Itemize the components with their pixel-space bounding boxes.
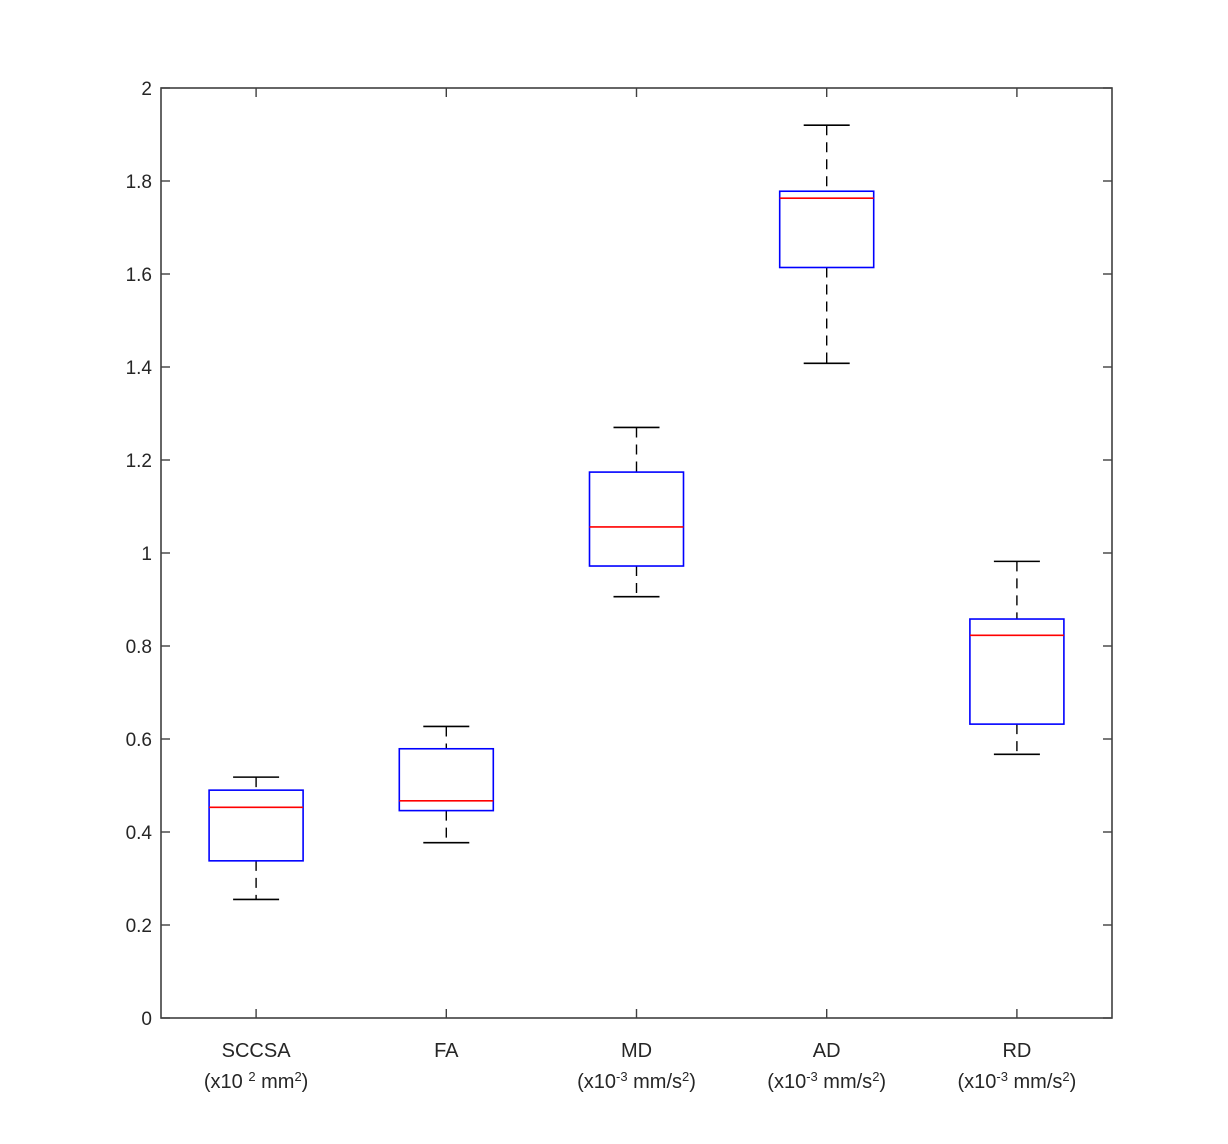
iqr-box [208,789,304,862]
y-tick-label: 0.4 [126,823,153,844]
category-unit-label: (x10 2 mm2) [204,1069,309,1094]
y-tick-label: 1.6 [126,265,152,286]
plot-frame [160,87,1113,1019]
category-label: AD [813,1040,841,1062]
y-tick-label: 0.2 [126,916,152,937]
iqr-box [588,471,685,567]
x-axis-labels: SCCSA (x10 2 mm2) FA MD (x10-3 mm/s2) AD (x10-… [204,1040,1076,1093]
y-axis: 0 0.2 0.4 0.6 0.8 1 1.2 1.4 1.6 1.8 2 [126,79,1112,1030]
y-tick-label: 1.8 [126,172,152,193]
boxes [208,124,1065,901]
box-md [588,426,685,598]
y-tick-label: 2 [141,79,152,100]
category-label: MD [621,1040,652,1062]
box-sccsa [208,776,304,901]
category-unit-label: (x10-3 mm/s2) [957,1069,1076,1094]
category-unit-label: (x10-3 mm/s2) [767,1069,886,1094]
y-tick-label: 0.8 [126,637,152,658]
y-tick-label: 1.2 [126,451,152,472]
y-tick-label: 0.6 [126,730,152,751]
category-unit-label: (x10-3 mm/s2) [577,1069,696,1094]
box-ad [778,124,875,365]
category-label: SCCSA [222,1040,292,1062]
category-label: FA [434,1040,459,1062]
box-fa [398,725,495,844]
iqr-box [778,190,875,269]
category-label: RD [1002,1040,1031,1062]
y-tick-label: 1 [141,544,152,565]
box-rd [969,560,1065,756]
y-tick-label: 0 [141,1009,152,1030]
iqr-box [398,747,495,812]
y-tick-label: 1.4 [126,358,153,379]
iqr-box [969,618,1065,725]
